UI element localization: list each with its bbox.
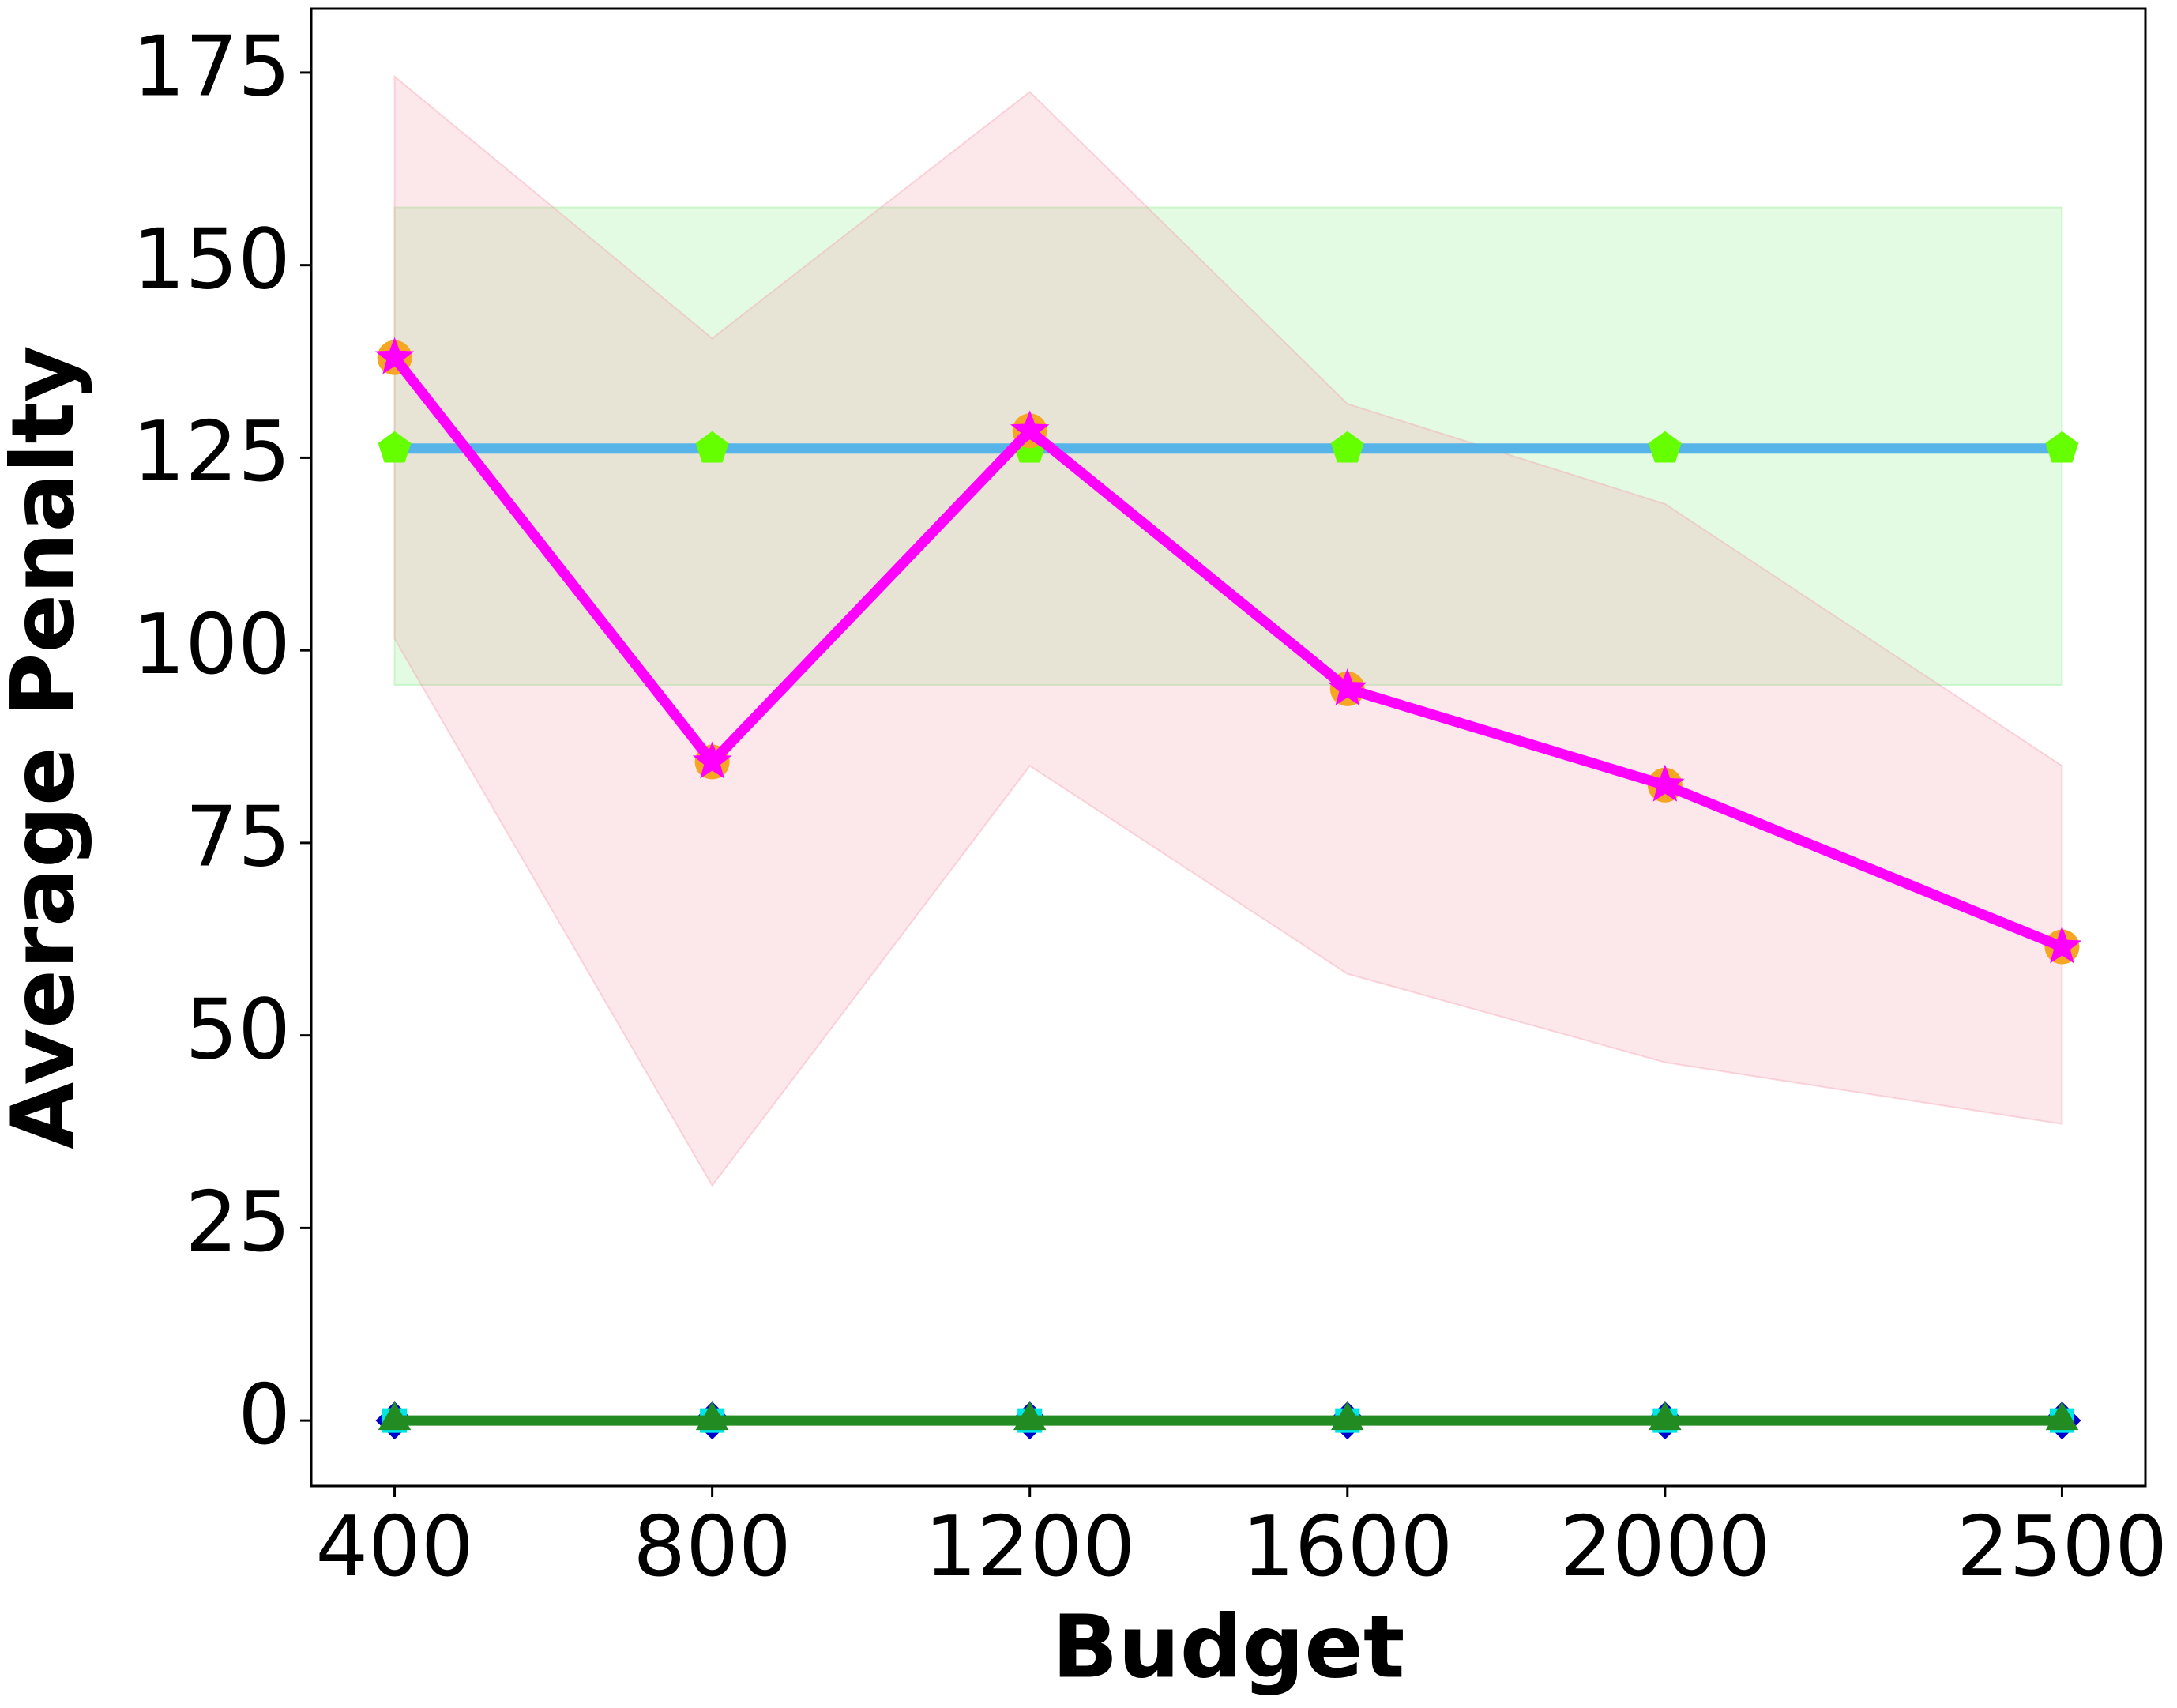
marker [1013, 1401, 1047, 1431]
x-tick-label: 400 [315, 1499, 473, 1595]
marker [378, 1401, 412, 1431]
y-tick-label: 25 [185, 1174, 291, 1270]
x-axis-label: Budget [1052, 1596, 1405, 1697]
marker [1649, 1401, 1682, 1431]
marker [1330, 1401, 1364, 1431]
y-axis-label: Average Penalty [0, 345, 93, 1149]
x-tick-label: 2000 [1559, 1499, 1770, 1595]
marker [692, 741, 732, 779]
x-tick-label: 1200 [924, 1499, 1135, 1595]
marker [2045, 1401, 2079, 1431]
marker [695, 431, 729, 463]
marker [378, 431, 412, 463]
marker [695, 1401, 729, 1431]
y-tick-label: 175 [133, 19, 291, 115]
x-tick-label: 2500 [1957, 1499, 2168, 1595]
marker [1330, 431, 1364, 463]
x-tick-label: 1600 [1242, 1499, 1453, 1595]
marker [2045, 431, 2079, 463]
y-tick-label: 100 [133, 596, 291, 693]
y-tick-label: 150 [133, 211, 291, 307]
x-tick-label: 800 [633, 1499, 791, 1595]
series-line [390, 354, 2064, 952]
marker [1645, 764, 1685, 802]
marker [1648, 431, 1682, 463]
marker [374, 337, 415, 374]
confidence-band [393, 74, 2063, 1187]
marker [1328, 668, 1367, 705]
y-tick-label: 0 [238, 1367, 291, 1463]
marker [1010, 410, 1050, 448]
y-tick-label: 50 [185, 981, 291, 1078]
y-tick-label: 125 [133, 404, 291, 500]
y-tick-label: 75 [185, 789, 291, 886]
marker [2042, 926, 2082, 964]
plot-frame [310, 7, 2147, 1488]
